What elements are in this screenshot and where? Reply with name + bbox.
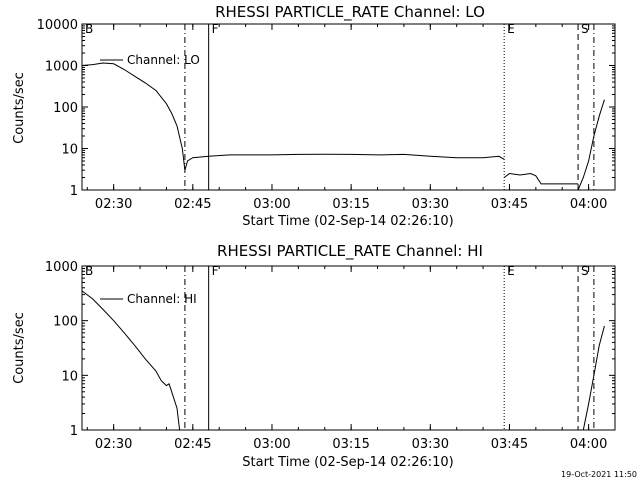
x-tick-label: 03:45 — [491, 437, 528, 452]
x-tick-label: 03:45 — [491, 197, 528, 212]
x-tick-label: 02:45 — [174, 197, 211, 212]
chart-panel-hi: RHESSI PARTICLE_RATE Channel: HI Counts/… — [12, 242, 616, 470]
x-tick-label: 03:15 — [332, 197, 369, 212]
legend-label: Channel: HI — [127, 292, 197, 306]
marker-label: B — [85, 264, 93, 278]
y-tick-label: 10 — [61, 143, 78, 158]
marker-label: S — [581, 22, 589, 36]
x-tick-label: 03:30 — [412, 197, 449, 212]
plot-frame — [81, 265, 616, 431]
plot-frame — [81, 23, 616, 191]
x-tick-label: 03:00 — [253, 437, 290, 452]
x-tick-label: 03:30 — [412, 437, 449, 452]
x-tick-label: 04:00 — [570, 197, 607, 212]
series-line — [81, 290, 181, 431]
y-tick-label: 1000 — [45, 260, 78, 275]
x-tick-label: 02:45 — [174, 437, 211, 452]
generation-timestamp: 19-Oct-2021 11:50 — [561, 470, 637, 479]
x-tick-label: 02:30 — [95, 437, 132, 452]
marker-label: F — [212, 264, 219, 278]
y-tick-label: 100 — [53, 101, 78, 116]
x-tick-label: 04:00 — [570, 437, 607, 452]
x-tick-label: 02:30 — [95, 197, 132, 212]
series-line — [582, 325, 605, 431]
x-tick-label: 03:00 — [253, 197, 290, 212]
legend-label: Channel: LO — [127, 53, 200, 67]
series-line — [577, 99, 605, 191]
y-tick-label: 1 — [70, 184, 78, 199]
marker-label: E — [507, 22, 515, 36]
y-axis-label: Counts/sec — [12, 72, 27, 144]
chart-panel-lo: RHESSI PARTICLE_RATE Channel: LO Counts/… — [12, 3, 616, 229]
y-tick-label: 10000 — [37, 18, 78, 33]
y-axis-label: Counts/sec — [12, 312, 27, 384]
chart-title: RHESSI PARTICLE_RATE Channel: HI — [217, 242, 483, 261]
marker-label: S — [581, 264, 589, 278]
x-axis-label: Start Time (02-Sep-14 02:26:10) — [242, 214, 453, 229]
series-line — [503, 172, 579, 185]
y-tick-label: 10 — [61, 369, 78, 384]
x-axis-label: Start Time (02-Sep-14 02:26:10) — [242, 455, 453, 470]
x-tick-label: 03:15 — [332, 437, 369, 452]
chart-title: RHESSI PARTICLE_RATE Channel: LO — [215, 3, 485, 22]
marker-label: F — [212, 22, 219, 36]
y-tick-label: 1 — [70, 424, 78, 439]
y-tick-label: 1000 — [45, 60, 78, 75]
marker-label: B — [85, 22, 93, 36]
series-line — [81, 62, 505, 171]
y-tick-label: 100 — [53, 315, 78, 330]
marker-label: E — [507, 264, 515, 278]
